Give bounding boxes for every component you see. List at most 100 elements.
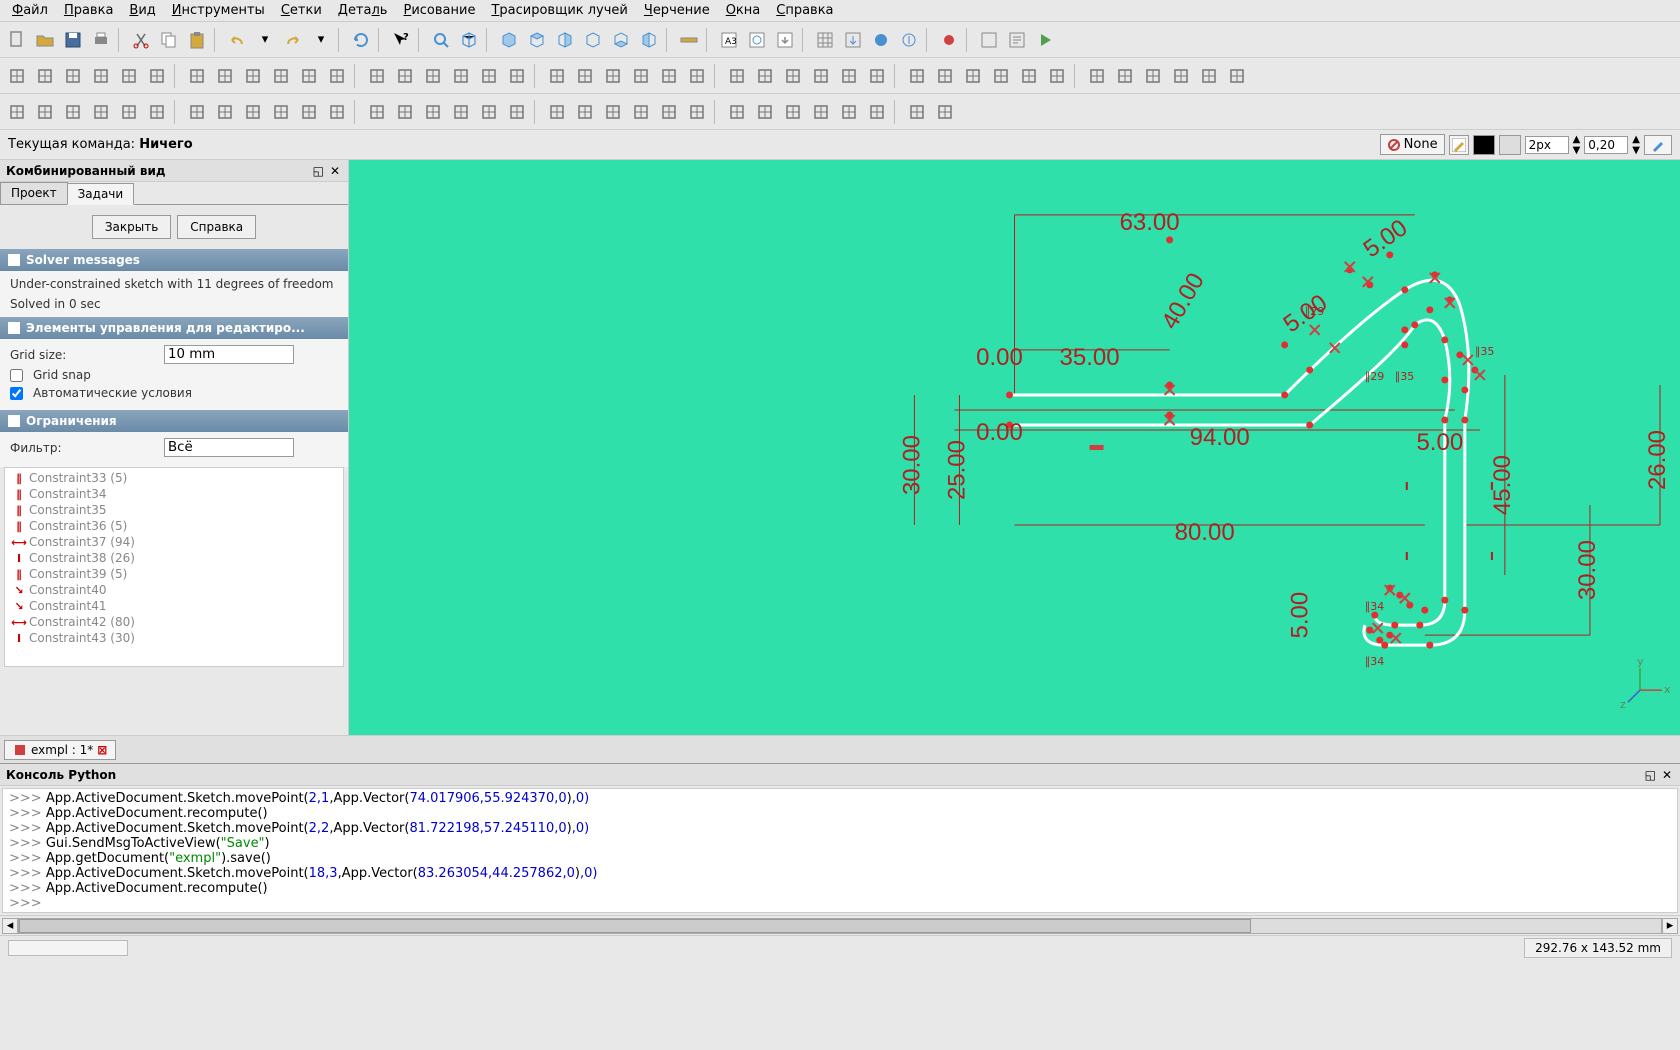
tab-project[interactable]: Проект bbox=[0, 182, 68, 204]
draft-none-button[interactable]: None bbox=[1380, 134, 1445, 155]
constraint-item[interactable]: ↘Constraint40 bbox=[13, 582, 335, 598]
tab-tasks[interactable]: Задачи bbox=[67, 183, 135, 205]
menu-view[interactable]: Вид bbox=[121, 1, 163, 20]
paste-icon[interactable] bbox=[184, 27, 210, 53]
toolbar-icon[interactable] bbox=[836, 99, 862, 125]
toolbar-icon[interactable] bbox=[364, 99, 390, 125]
toolbar-icon[interactable] bbox=[268, 63, 294, 89]
python-console-body[interactable]: >>> App.ActiveDocument.Sketch.movePoint(… bbox=[2, 788, 1678, 913]
toolbar-icon[interactable] bbox=[628, 99, 654, 125]
drawing-new-icon[interactable]: A3 bbox=[716, 27, 742, 53]
toolbar-icon[interactable] bbox=[448, 99, 474, 125]
undo-dropdown-icon[interactable]: ▾ bbox=[252, 27, 278, 53]
toolbar-icon[interactable] bbox=[544, 99, 570, 125]
draft-apply-icon[interactable] bbox=[1644, 135, 1672, 155]
ray-render-icon[interactable] bbox=[868, 27, 894, 53]
toolbar-icon[interactable] bbox=[1084, 63, 1110, 89]
constraint-item[interactable]: ∥Constraint34 bbox=[13, 486, 335, 502]
toolbar-icon[interactable] bbox=[504, 63, 530, 89]
help-button[interactable]: Справка bbox=[177, 215, 256, 239]
document-tab[interactable]: exmpl : 1* ⊠ bbox=[4, 740, 116, 760]
toolbar-icon[interactable] bbox=[88, 99, 114, 125]
toolbar-icon[interactable] bbox=[144, 99, 170, 125]
toolbar-icon[interactable] bbox=[4, 99, 30, 125]
close-button[interactable]: Закрыть bbox=[92, 215, 171, 239]
toolbar-icon[interactable] bbox=[184, 99, 210, 125]
zoom-fit-icon[interactable] bbox=[428, 27, 454, 53]
toolbar-icon[interactable] bbox=[116, 63, 142, 89]
menu-part[interactable]: Деталь bbox=[330, 1, 396, 20]
sketch-canvas[interactable]: 63.005.0040.005.000.0035.000.0094.005.00… bbox=[349, 160, 1680, 735]
menu-help[interactable]: Справка bbox=[768, 1, 841, 20]
toolbar-icon[interactable] bbox=[1168, 63, 1194, 89]
refresh-icon[interactable] bbox=[348, 27, 374, 53]
toolbar-icon[interactable] bbox=[4, 63, 30, 89]
toolbar-icon[interactable] bbox=[60, 99, 86, 125]
toolbar-icon[interactable] bbox=[904, 63, 930, 89]
ray-export-icon[interactable] bbox=[896, 27, 922, 53]
measure-icon[interactable] bbox=[676, 27, 702, 53]
toolbar-icon[interactable] bbox=[212, 99, 238, 125]
open-icon[interactable] bbox=[32, 27, 58, 53]
constraint-item[interactable]: ↘Constraint41 bbox=[13, 598, 335, 614]
toolbar-icon[interactable] bbox=[32, 99, 58, 125]
menu-file[interactable]: Файл bbox=[4, 1, 56, 20]
constraint-item[interactable]: ∥Constraint35 bbox=[13, 502, 335, 518]
toolbar-icon[interactable] bbox=[392, 63, 418, 89]
toolbar-icon[interactable] bbox=[932, 99, 958, 125]
toolbar-icon[interactable] bbox=[836, 63, 862, 89]
toolbar-icon[interactable] bbox=[808, 99, 834, 125]
view-front-icon[interactable] bbox=[496, 27, 522, 53]
toolbar-icon[interactable] bbox=[600, 99, 626, 125]
toolbar-icon[interactable] bbox=[364, 63, 390, 89]
menu-drafting[interactable]: Черчение bbox=[636, 1, 718, 20]
view-right-icon[interactable] bbox=[552, 27, 578, 53]
menu-draw[interactable]: Рисование bbox=[395, 1, 483, 20]
toolbar-icon[interactable] bbox=[1016, 63, 1042, 89]
toolbar-icon[interactable] bbox=[476, 63, 502, 89]
constraint-list[interactable]: ∥Constraint33 (5)∥Constraint34∥Constrain… bbox=[4, 467, 344, 667]
toolbar-icon[interactable] bbox=[116, 99, 142, 125]
toolbar-icon[interactable] bbox=[752, 99, 778, 125]
toolbar-icon[interactable] bbox=[88, 63, 114, 89]
menu-raytrace[interactable]: Трасировщик лучей bbox=[483, 1, 635, 20]
toolbar-icon[interactable] bbox=[420, 63, 446, 89]
toolbar-icon[interactable] bbox=[476, 99, 502, 125]
constraint-item[interactable]: IConstraint38 (26) bbox=[13, 550, 335, 566]
constraint-item[interactable]: ⟷Constraint37 (94) bbox=[13, 534, 335, 550]
menu-tools[interactable]: Инструменты bbox=[164, 1, 273, 20]
toolbar-icon[interactable] bbox=[656, 63, 682, 89]
panel-float-icon[interactable]: ◱ bbox=[311, 164, 326, 178]
toolbar-icon[interactable] bbox=[960, 63, 986, 89]
constraint-item[interactable]: ∥Constraint33 (5) bbox=[13, 470, 335, 486]
draft-linewidth[interactable] bbox=[1525, 136, 1569, 154]
toolbar-icon[interactable] bbox=[684, 63, 710, 89]
toolbar-icon[interactable] bbox=[392, 99, 418, 125]
toolbar-icon[interactable] bbox=[240, 99, 266, 125]
mesh-export-icon[interactable] bbox=[840, 27, 866, 53]
toolbar-icon[interactable] bbox=[32, 63, 58, 89]
autoconstr-checkbox[interactable] bbox=[10, 387, 23, 400]
record-icon[interactable] bbox=[936, 27, 962, 53]
toolbar-icon[interactable] bbox=[1140, 63, 1166, 89]
menu-windows[interactable]: Окна bbox=[718, 1, 769, 20]
draft-opacity[interactable] bbox=[1584, 136, 1628, 154]
toolbar-icon[interactable] bbox=[1224, 63, 1250, 89]
toolbar-icon[interactable] bbox=[628, 63, 654, 89]
toolbar-icon[interactable] bbox=[780, 63, 806, 89]
drawing-view-icon[interactable] bbox=[744, 27, 770, 53]
toolbar-icon[interactable] bbox=[904, 99, 930, 125]
draft-fillcolor[interactable] bbox=[1499, 135, 1521, 155]
toolbar-icon[interactable] bbox=[600, 63, 626, 89]
view-rear-icon[interactable] bbox=[580, 27, 606, 53]
toolbar-icon[interactable] bbox=[864, 63, 890, 89]
copy-icon[interactable] bbox=[156, 27, 182, 53]
toolbar-icon[interactable] bbox=[240, 63, 266, 89]
toolbar-icon[interactable] bbox=[988, 63, 1014, 89]
draft-color-picker[interactable] bbox=[1449, 135, 1469, 155]
view-iso-icon[interactable] bbox=[456, 27, 482, 53]
view-bottom-icon[interactable] bbox=[608, 27, 634, 53]
drawing-export-icon[interactable] bbox=[772, 27, 798, 53]
print-icon[interactable] bbox=[88, 27, 114, 53]
toolbar-icon[interactable] bbox=[60, 63, 86, 89]
